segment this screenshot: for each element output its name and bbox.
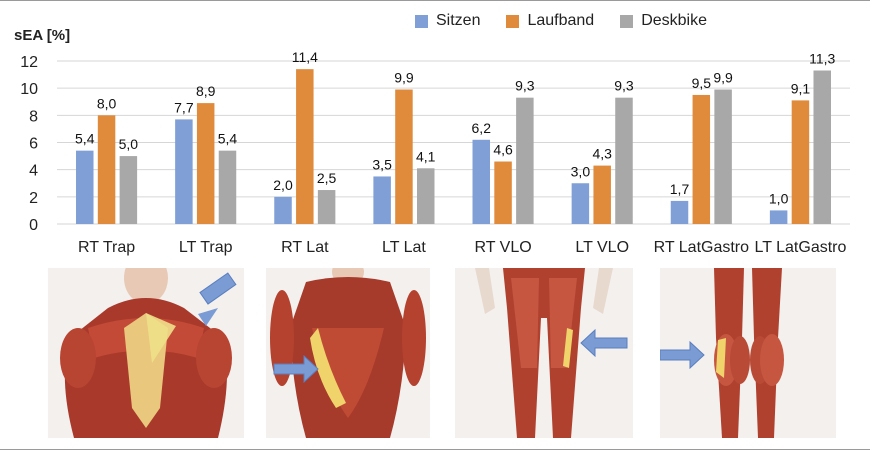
data-label: 2,5	[317, 170, 337, 186]
data-label: 4,6	[493, 142, 513, 158]
vastus-lateralis-illustration	[455, 268, 633, 438]
legend-label-laufband: Laufband	[527, 12, 595, 29]
bar-deskbike	[813, 70, 831, 224]
bar-sitzen	[571, 183, 590, 224]
legend-item-laufband: Laufband	[506, 12, 594, 30]
category-label: LT Lat	[382, 239, 426, 256]
category-label: LT LatGastro	[754, 239, 846, 256]
upper-back-trapezius-anatomy-icon	[60, 268, 237, 438]
bar-sitzen	[175, 119, 193, 224]
bar-deskbike	[516, 97, 534, 224]
y-tick-label: 10	[20, 81, 38, 98]
bar-deskbike	[714, 89, 732, 225]
y-tick-label: 6	[29, 136, 38, 153]
bar-laufband	[97, 115, 116, 224]
legend-swatch-deskbike	[620, 14, 634, 28]
category-label: RT Lat	[281, 239, 329, 256]
category-label: RT Trap	[78, 239, 135, 256]
bar-laufband	[593, 165, 611, 224]
data-label: 1,0	[769, 190, 789, 206]
legs-back-gastrocnemius-anatomy-icon	[660, 268, 784, 438]
y-tick-label: 0	[29, 217, 38, 234]
arrow-icon	[580, 328, 628, 358]
bar-sitzen	[769, 210, 788, 224]
y-tick-label: 2	[29, 190, 38, 207]
data-label: 1,7	[670, 181, 690, 197]
data-label: 9,1	[791, 80, 811, 96]
bar-sitzen	[76, 150, 94, 224]
data-label: 5,0	[119, 136, 139, 152]
legend-label-sitzen: Sitzen	[436, 12, 481, 29]
y-tick-label: 12	[20, 54, 38, 71]
data-label: 5,4	[75, 131, 95, 147]
legend-swatch-laufband	[506, 14, 520, 28]
arrow-icon	[198, 308, 218, 326]
data-label: 3,5	[372, 156, 392, 172]
bar-sitzen	[373, 176, 391, 224]
legend-swatch-sitzen	[415, 14, 428, 28]
bar-laufband	[196, 103, 215, 224]
bar-deskbike	[416, 168, 435, 224]
bar-laufband	[692, 94, 711, 224]
legend-item-sitzen: Sitzen	[415, 12, 480, 30]
bar-laufband	[494, 161, 512, 224]
back-latissimus-anatomy-icon	[270, 268, 426, 438]
category-label: LT VLO	[575, 239, 629, 256]
data-label: 9,9	[394, 70, 414, 86]
data-label: 4,3	[592, 146, 612, 162]
category-label: LT Trap	[179, 239, 233, 256]
data-label: 9,5	[692, 75, 712, 91]
data-label: 5,4	[218, 131, 238, 147]
bar-sitzen	[274, 196, 292, 224]
data-label: 3,0	[571, 163, 591, 179]
bar-sitzen	[472, 139, 491, 224]
data-label: 6,2	[472, 120, 492, 136]
bar-sitzen	[670, 200, 689, 224]
trapezius-illustration	[48, 268, 244, 438]
legend: Sitzen Laufband Deskbike	[415, 12, 707, 30]
legs-front-vastus-lateralis-anatomy-icon	[475, 268, 628, 438]
category-label: RT VLO	[474, 239, 531, 256]
data-label: 9,3	[614, 78, 634, 94]
bar-laufband	[395, 89, 413, 225]
bar-deskbike	[119, 156, 138, 224]
category-label: RT LatGastro	[654, 239, 750, 256]
y-tick-label: 4	[29, 163, 38, 180]
bar-laufband	[791, 100, 810, 224]
y-axis-label: sEA [%]	[14, 27, 71, 44]
data-label: 8,9	[196, 83, 216, 99]
bar-chart: 0 2 4 6 8 10 12 5,4 8,0 5,0 RT Trap 7,78,9 5,4 LT Tra…	[20, 49, 850, 256]
data-label: 2,0	[273, 177, 293, 193]
gastrocnemius-illustration	[660, 268, 836, 438]
data-label: 9,3	[515, 78, 535, 94]
latissimus-illustration	[266, 268, 430, 438]
bar-deskbike	[615, 97, 633, 224]
y-tick-label: 8	[29, 108, 38, 125]
arrow-icon	[660, 340, 705, 370]
bar-deskbike	[218, 150, 237, 224]
legend-label-deskbike: Deskbike	[641, 12, 708, 29]
data-label: 4,1	[416, 148, 436, 164]
data-label: 9,9	[713, 70, 733, 86]
bar-laufband	[296, 69, 314, 225]
legend-item-deskbike: Deskbike	[620, 12, 707, 30]
data-label: 11,3	[809, 51, 835, 67]
data-label: 7,7	[174, 99, 194, 115]
data-label: 8,0	[97, 95, 117, 111]
bar-deskbike	[317, 190, 336, 224]
arrow-icon	[273, 354, 319, 384]
data-label: 11,4	[292, 49, 318, 65]
